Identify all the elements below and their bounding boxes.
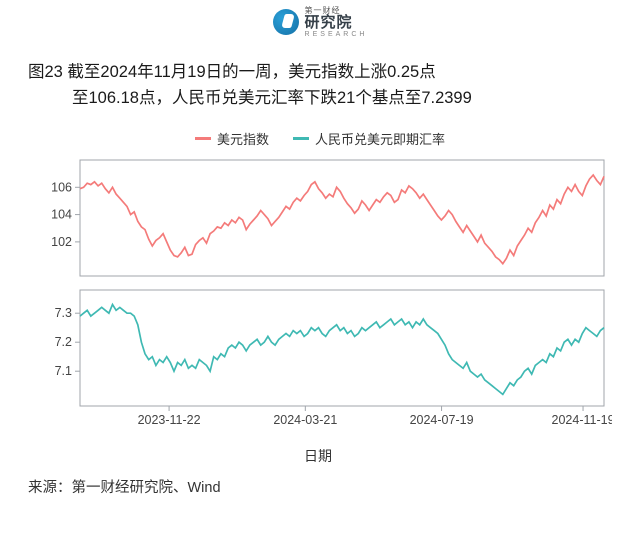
x-axis-label: 日期 (24, 446, 612, 466)
line-chart-svg: 102 104 106 7.1 7.2 7.3 2023-11-22 2024-03-21 20… (24, 156, 612, 444)
svg-text:7.2: 7.2 (55, 335, 72, 349)
svg-text:2023-11-22: 2023-11-22 (138, 413, 201, 427)
logo-main: 研究院 (305, 15, 368, 30)
svg-text:7.1: 7.1 (55, 364, 72, 378)
svg-text:2024-07-19: 2024-07-19 (410, 413, 474, 427)
svg-text:2024-11-19: 2024-11-19 (552, 413, 612, 427)
legend-item-usdx: 美元指数 (195, 129, 269, 148)
header-logo: 第一财经 研究院 RESEARCH (0, 0, 640, 44)
legend-label-b: 人民币兑美元即期汇率 (315, 129, 445, 148)
logo-text: 第一财经 研究院 RESEARCH (305, 7, 368, 38)
logo-mark-icon (273, 9, 299, 35)
legend-swatch-b (293, 137, 309, 140)
svg-text:7.3: 7.3 (55, 306, 72, 320)
logo-en: RESEARCH (305, 31, 368, 38)
svg-text:104: 104 (51, 208, 72, 222)
source-text: 来源：第一财经研究院、Wind (0, 466, 640, 497)
title-line-1: 图23 截至2024年11月19日的一周，美元指数上涨0.25点 (28, 60, 612, 86)
figure-title: 图23 截至2024年11月19日的一周，美元指数上涨0.25点 至106.18… (0, 44, 640, 121)
chart-area: 102 104 106 7.1 7.2 7.3 2023-11-22 2024-03-21 20… (0, 156, 640, 466)
svg-text:102: 102 (51, 235, 72, 249)
legend: 美元指数 人民币兑美元即期汇率 (0, 129, 640, 148)
svg-text:106: 106 (51, 180, 72, 194)
title-line-2: 至106.18点，人民币兑美元汇率下跌21个基点至7.2399 (28, 86, 612, 112)
legend-swatch-a (195, 137, 211, 140)
svg-text:2024-03-21: 2024-03-21 (273, 413, 337, 427)
legend-item-cny: 人民币兑美元即期汇率 (293, 129, 445, 148)
legend-label-a: 美元指数 (217, 129, 269, 148)
